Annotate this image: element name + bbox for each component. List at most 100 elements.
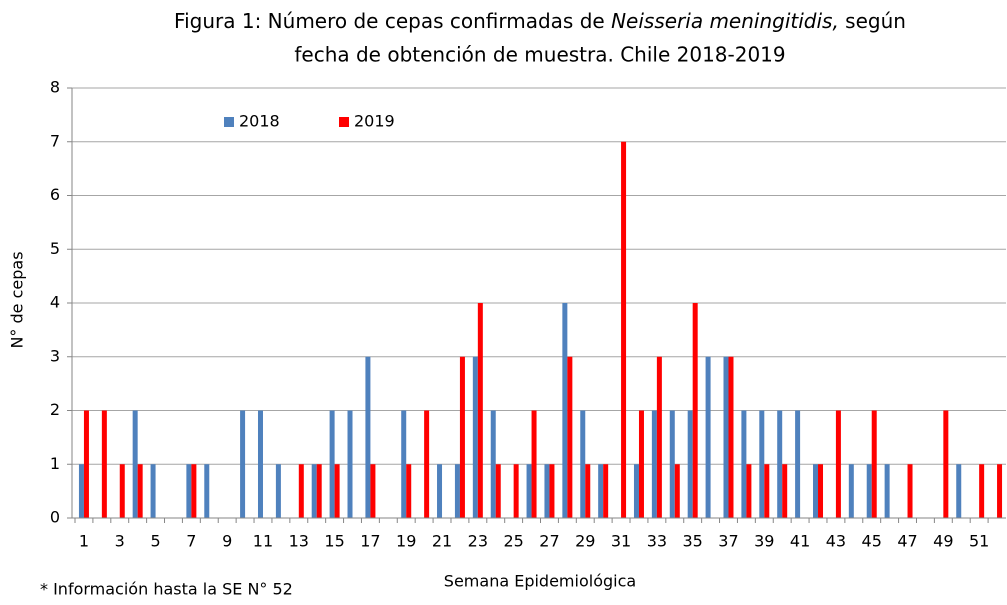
bar xyxy=(316,464,322,518)
x-tick-label: 3 xyxy=(115,532,125,551)
bar xyxy=(705,356,711,518)
bar xyxy=(406,464,412,518)
bar xyxy=(884,464,890,518)
bar xyxy=(495,464,501,518)
bar xyxy=(866,464,872,518)
x-tick-label: 33 xyxy=(647,532,667,551)
bar xyxy=(687,410,693,518)
bar xyxy=(580,410,586,518)
bar xyxy=(83,410,89,518)
bar xyxy=(298,464,304,518)
bar xyxy=(424,410,430,518)
bar xyxy=(871,410,877,518)
bar xyxy=(334,464,340,518)
legend-label: 2018 xyxy=(239,112,280,131)
x-tick-label: 11 xyxy=(253,532,273,551)
bar xyxy=(782,464,788,518)
bar xyxy=(848,464,854,518)
bar xyxy=(78,464,84,518)
bar xyxy=(795,410,801,518)
bar xyxy=(370,464,376,518)
x-tick-label: 37 xyxy=(718,532,738,551)
bar xyxy=(741,410,747,518)
y-tick-label: 1 xyxy=(50,454,60,473)
bar xyxy=(585,464,591,518)
legend-swatch xyxy=(224,117,234,127)
x-tick-label: 45 xyxy=(862,532,882,551)
bar xyxy=(275,464,281,518)
x-tick-label: 23 xyxy=(468,532,488,551)
bar xyxy=(365,356,371,518)
x-tick-label: 39 xyxy=(754,532,774,551)
bar xyxy=(437,464,443,518)
bar xyxy=(549,464,555,518)
bar xyxy=(531,410,537,518)
bar xyxy=(257,410,263,518)
chart-title: Figura 1: Número de cepas confirmadas de… xyxy=(174,9,906,33)
y-tick-label: 8 xyxy=(50,78,60,97)
bar xyxy=(943,410,949,518)
x-tick-label: 25 xyxy=(503,532,523,551)
bar xyxy=(956,464,962,518)
bar xyxy=(119,464,125,518)
bar xyxy=(764,464,770,518)
x-axis-label: Semana Epidemiológica xyxy=(444,572,636,591)
x-tick-label: 49 xyxy=(933,532,953,551)
bar xyxy=(598,464,604,518)
bar xyxy=(329,410,335,518)
x-tick-label: 15 xyxy=(324,532,344,551)
y-tick-label: 2 xyxy=(50,400,60,419)
bar xyxy=(979,464,985,518)
x-tick-label: 31 xyxy=(611,532,631,551)
bar xyxy=(638,410,644,518)
bar xyxy=(669,410,675,518)
y-tick-label: 0 xyxy=(50,508,60,527)
bar xyxy=(777,410,783,518)
legend-label: 2019 xyxy=(354,112,395,131)
y-tick-label: 3 xyxy=(50,346,60,365)
x-tick-label: 47 xyxy=(897,532,917,551)
bar xyxy=(633,464,639,518)
x-tick-label: 29 xyxy=(575,532,595,551)
bar xyxy=(692,303,698,518)
bar xyxy=(997,464,1003,518)
chart-title: fecha de obtención de muestra. Chile 201… xyxy=(294,43,785,67)
bar xyxy=(813,464,819,518)
footnote: * Información hasta la SE N° 52 xyxy=(40,580,293,599)
title-part: según xyxy=(839,9,906,33)
bar xyxy=(759,410,765,518)
x-tick-label: 41 xyxy=(790,532,810,551)
x-tick-label: 13 xyxy=(289,532,309,551)
bar xyxy=(240,410,246,518)
x-tick-label: 7 xyxy=(186,532,196,551)
bar xyxy=(191,464,197,518)
bar xyxy=(186,464,192,518)
bar xyxy=(150,464,156,518)
bar xyxy=(526,464,532,518)
x-tick-label: 1 xyxy=(79,532,89,551)
title-part: Neisseria meningitidis, xyxy=(611,9,839,33)
bar xyxy=(204,464,210,518)
x-tick-label: 9 xyxy=(222,532,232,551)
bar xyxy=(818,464,824,518)
legend-swatch xyxy=(339,117,349,127)
bar xyxy=(454,464,460,518)
x-tick-label: 19 xyxy=(396,532,416,551)
x-tick-label: 35 xyxy=(683,532,703,551)
bar xyxy=(907,464,913,518)
x-tick-label: 17 xyxy=(360,532,380,551)
bar xyxy=(401,410,407,518)
y-axis-label: N° de cepas xyxy=(8,251,27,348)
y-tick-label: 7 xyxy=(50,131,60,150)
bar xyxy=(746,464,752,518)
bar xyxy=(311,464,317,518)
bar xyxy=(472,356,478,518)
bar xyxy=(567,356,573,518)
bar xyxy=(490,410,496,518)
x-tick-label: 43 xyxy=(826,532,846,551)
bar xyxy=(835,410,841,518)
x-tick-label: 51 xyxy=(969,532,989,551)
bar xyxy=(477,303,483,518)
bar xyxy=(101,410,107,518)
